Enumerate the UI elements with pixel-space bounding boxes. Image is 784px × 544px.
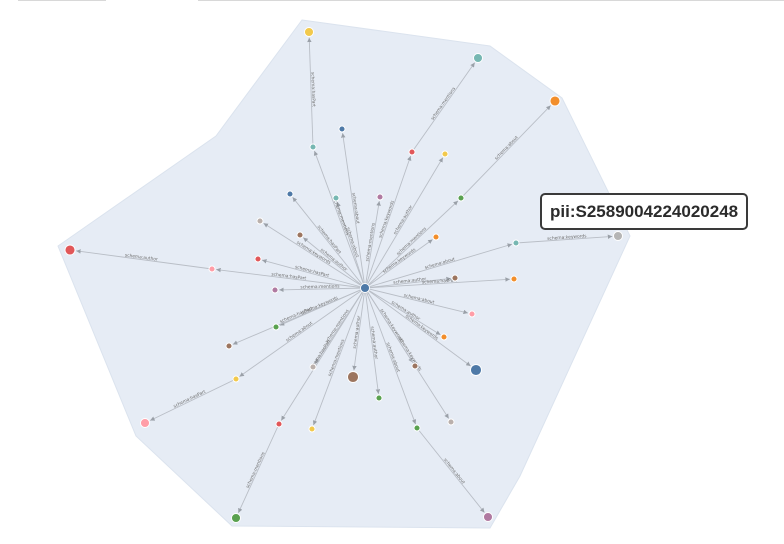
graph-node-center[interactable] — [360, 283, 370, 293]
graph-node[interactable] — [376, 193, 384, 201]
graph-edge — [336, 201, 366, 289]
graph-node[interactable] — [275, 420, 283, 428]
graph-edge — [216, 267, 366, 289]
graph-node[interactable] — [64, 244, 76, 256]
graph-edge — [261, 259, 366, 289]
graph-edge — [302, 237, 366, 289]
graph-node[interactable] — [232, 375, 240, 383]
tab-underline-right — [198, 0, 784, 1]
graph-node[interactable] — [408, 148, 416, 156]
graph-node[interactable] — [473, 53, 483, 63]
graph-edge — [280, 287, 366, 421]
graph-edge — [364, 287, 417, 425]
graph-node[interactable] — [468, 310, 476, 318]
graph-edge — [364, 277, 510, 289]
graph-edge — [515, 234, 613, 244]
graph-node[interactable] — [411, 362, 419, 370]
graph-node[interactable] — [286, 190, 294, 198]
edge-layer — [76, 37, 613, 514]
edge-label: schema:hasPart — [271, 271, 307, 281]
graph-node[interactable] — [510, 275, 518, 283]
graph-edge — [352, 287, 366, 371]
graph-edge — [364, 200, 459, 289]
graph-edge — [364, 276, 451, 289]
graph-node[interactable] — [457, 194, 465, 202]
graph-node[interactable] — [231, 513, 241, 523]
graph-node[interactable] — [470, 364, 482, 376]
graph-edge — [263, 222, 366, 289]
graph-node[interactable] — [512, 239, 520, 247]
graph-node[interactable] — [451, 274, 459, 282]
graph-node[interactable] — [432, 233, 440, 241]
graph-node[interactable] — [413, 424, 421, 432]
graph-node[interactable] — [375, 394, 383, 402]
edge-label: schema:mentions — [300, 284, 340, 291]
graph-edge — [341, 133, 366, 289]
graph-edge — [239, 287, 366, 377]
graph-node[interactable] — [483, 512, 493, 522]
edge-label: schema:author — [352, 315, 362, 349]
graph-edge — [364, 287, 381, 394]
graph-node[interactable] — [309, 143, 317, 151]
edge-label: schema:author — [124, 252, 158, 262]
graph-node[interactable] — [140, 418, 150, 428]
graph-node[interactable] — [272, 323, 280, 331]
graph-edge — [364, 287, 441, 336]
graph-edge — [364, 201, 381, 289]
graph-node[interactable] — [296, 231, 304, 239]
graph-node[interactable] — [440, 333, 448, 341]
graph-node[interactable] — [441, 150, 449, 158]
graph-edge — [364, 155, 412, 289]
graph-edge — [313, 150, 366, 289]
node-layer[interactable] — [64, 27, 623, 523]
cluster-hull — [57, 19, 631, 529]
graph-edge — [312, 287, 366, 426]
graph-edge — [149, 378, 237, 421]
edge-label: schema:keywords — [547, 233, 587, 242]
node-tooltip: pii:S2589004224020248 — [540, 193, 749, 230]
graph-node[interactable] — [308, 425, 316, 433]
graph-edge — [364, 287, 450, 419]
graph-edge — [411, 62, 476, 153]
graph-edge — [237, 423, 280, 514]
edge-label: schema:about — [350, 192, 360, 224]
tab-underline-left — [18, 0, 106, 1]
graph-edge — [364, 287, 469, 315]
edge-label: schema:author — [393, 276, 427, 286]
graph-edge — [364, 287, 471, 367]
edge-label: schema:hasPart — [422, 277, 458, 285]
graph-edge — [364, 157, 444, 289]
graph-edge — [292, 197, 366, 289]
graph-node[interactable] — [256, 217, 264, 225]
graph-edge — [364, 239, 433, 289]
graph-node[interactable] — [332, 194, 340, 202]
graph-node[interactable] — [208, 265, 216, 273]
graph-edge — [307, 37, 314, 148]
edge-label: schema:author — [369, 326, 379, 360]
edge-label: schema:hasPart — [309, 72, 316, 108]
graph-node[interactable] — [347, 371, 359, 383]
graph-edge — [76, 249, 213, 270]
graph-node[interactable] — [304, 27, 314, 37]
graph-node[interactable] — [549, 95, 561, 107]
graph-edge — [416, 427, 485, 513]
graph-node[interactable] — [309, 363, 317, 371]
graph-node[interactable] — [225, 342, 233, 350]
graph-node[interactable] — [447, 418, 455, 426]
graph-node[interactable] — [254, 255, 262, 263]
graph-node[interactable] — [613, 231, 623, 241]
graph-edge — [232, 287, 366, 345]
graph-edge — [364, 243, 513, 289]
graph-edge — [460, 105, 552, 199]
graph-edge — [279, 287, 366, 293]
top-tab-strip — [0, 0, 784, 2]
graph-node[interactable] — [338, 125, 346, 133]
graph-node[interactable] — [271, 286, 279, 294]
